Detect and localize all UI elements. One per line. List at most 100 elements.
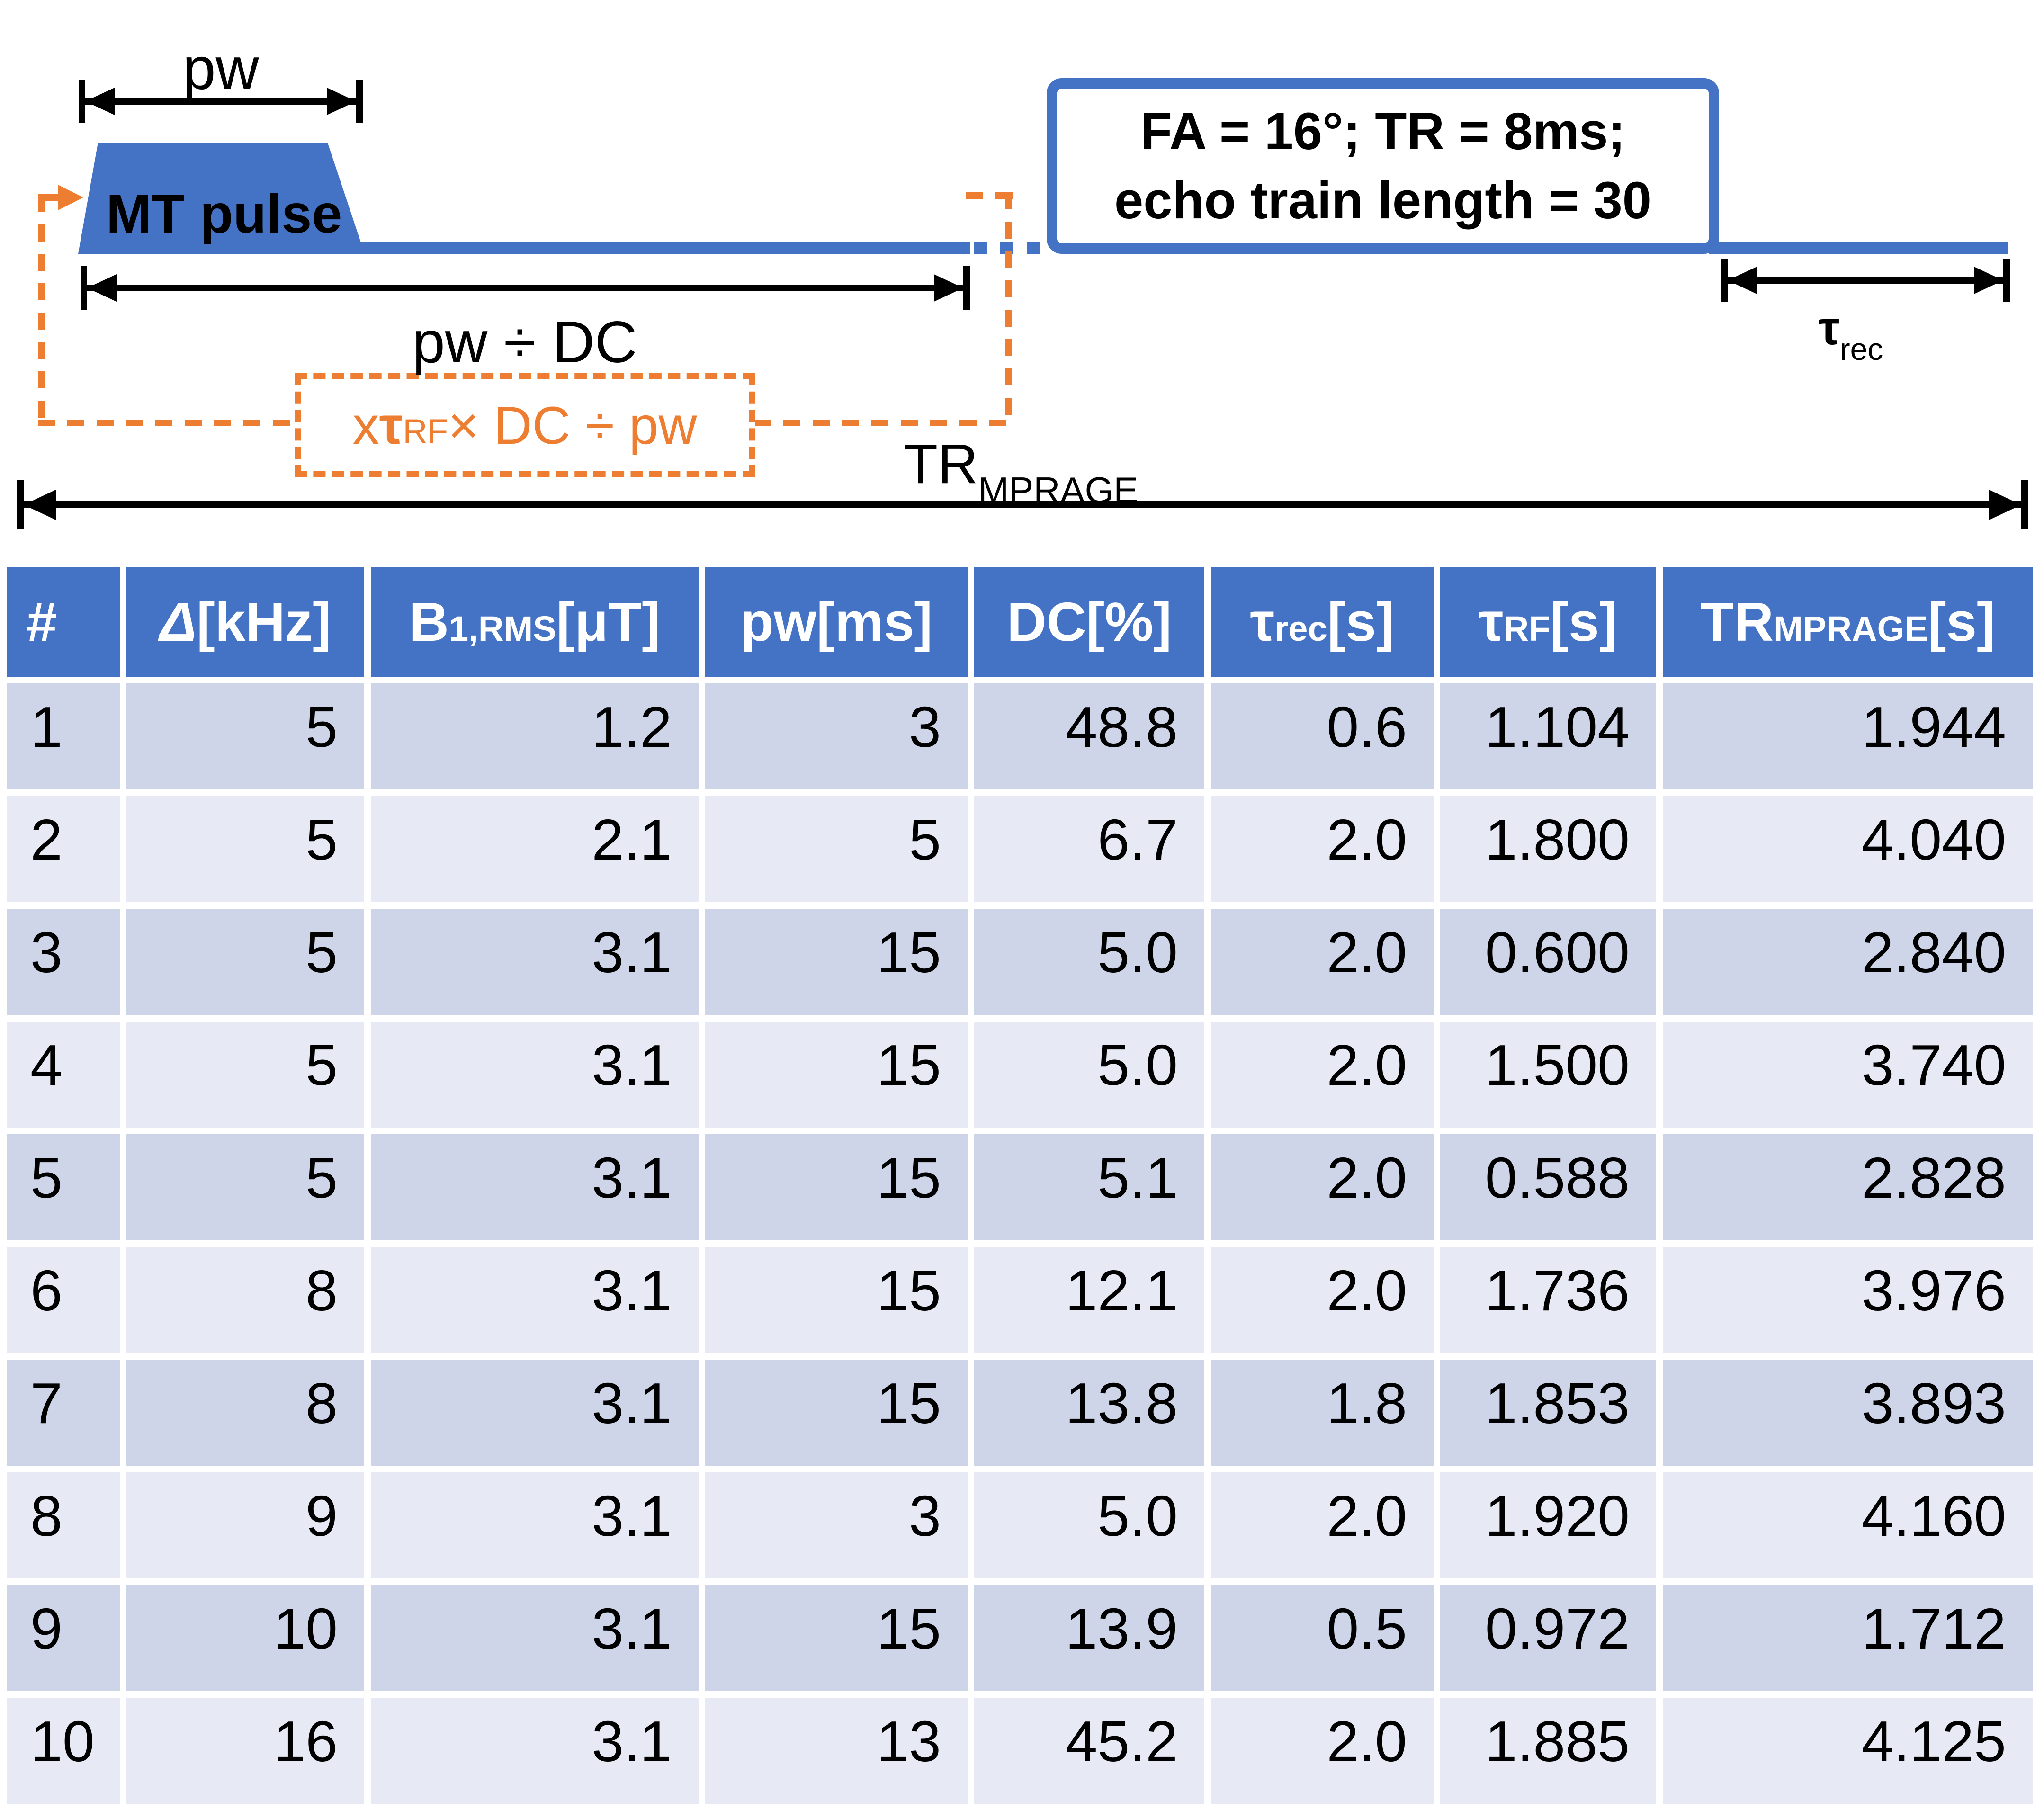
repetition-formula-box: x τ RF × DC ÷ pw (295, 373, 755, 477)
loop-dashed-line (966, 192, 1013, 199)
table-cell: 4 (7, 1022, 120, 1128)
table-cell: 5 (705, 796, 968, 902)
table-cell: 5.1 (974, 1134, 1204, 1240)
table-cell: 13.9 (974, 1585, 1204, 1691)
tau-rf-symbol: τ (379, 395, 403, 455)
table-cell: 3.1 (371, 1247, 699, 1353)
table-cell: 15 (705, 1360, 968, 1466)
signal-baseline (1709, 242, 2008, 254)
table-cell: 8 (126, 1247, 364, 1353)
table-cell: 4.160 (1663, 1472, 2033, 1578)
table-header-cell: pw [ms] (705, 567, 968, 677)
table-cell: 2.840 (1663, 909, 2033, 1015)
signal-baseline-dash (974, 242, 987, 254)
arrowhead-left-icon (85, 88, 115, 115)
table-cell: 2.828 (1663, 1134, 2033, 1240)
signal-baseline-dash (1027, 242, 1040, 254)
table-cell: 2.0 (1211, 909, 1434, 1015)
table-cell: 9 (126, 1472, 364, 1578)
dimension-line (1723, 277, 2008, 284)
table-cell: 3.1 (371, 1585, 699, 1691)
table-header-cell: TR MPRAGE [s] (1663, 567, 2033, 677)
dimension-line (82, 285, 968, 291)
table-cell: 1.885 (1440, 1698, 1656, 1804)
table-header-cell: τ RF [s] (1440, 567, 1656, 677)
pw-width-label: pw (182, 35, 259, 102)
table-cell: 3.1 (371, 1698, 699, 1804)
arrowhead-right-icon (327, 88, 356, 115)
table-cell: 0.6 (1211, 683, 1434, 789)
arrowhead-right-icon (1989, 490, 2021, 520)
table-cell: 0.600 (1440, 909, 1656, 1015)
table-cell: 13 (705, 1698, 968, 1804)
table-cell: 3.976 (1663, 1247, 2033, 1353)
table-cell: 45.2 (974, 1698, 1204, 1804)
table-header-cell: B 1,RMS [μT] (371, 567, 699, 677)
loop-dashed-line (38, 195, 45, 423)
table-cell: 10 (7, 1698, 120, 1804)
table-header-cell: # (7, 567, 120, 677)
arrowhead-left-icon (1728, 267, 1757, 294)
table-cell: 5.0 (974, 909, 1204, 1015)
pw-dimension-arrow (79, 80, 363, 123)
arrowhead-right-icon (934, 274, 963, 302)
table-cell: 3 (705, 1472, 968, 1578)
table-cell: 1.2 (371, 683, 699, 789)
table-cell: 1.944 (1663, 683, 2033, 789)
table-cell: 5.0 (974, 1472, 1204, 1578)
table-cell: 1.8 (1211, 1360, 1434, 1466)
table-cell: 7 (7, 1360, 120, 1466)
dimension-line (19, 501, 2026, 508)
pw-over-dc-dimension-arrow (81, 266, 970, 310)
table-cell: 16 (126, 1698, 364, 1804)
table-cell: 5 (7, 1134, 120, 1240)
table-cell: 0.5 (1211, 1585, 1434, 1691)
table-cell: 3 (7, 909, 120, 1015)
tau-rec-dimension-arrow (1721, 259, 2010, 302)
table-cell: 3.1 (371, 1022, 699, 1128)
table-cell: 15 (705, 1022, 968, 1128)
table-cell: 2.0 (1211, 1134, 1434, 1240)
table-cell: 3.1 (371, 909, 699, 1015)
table-header-cell: DC [%] (974, 567, 1204, 677)
table-cell: 3 (705, 683, 968, 789)
readout-parameters-box: FA = 16°; TR = 8ms; echo train length = … (1047, 78, 1719, 254)
table-cell: 2.0 (1211, 796, 1434, 902)
table-cell: 4.040 (1663, 796, 2033, 902)
table-cell: 5.0 (974, 1022, 1204, 1128)
table-cell: 3.893 (1663, 1360, 2033, 1466)
table-cell: 13.8 (974, 1360, 1204, 1466)
arrowhead-left-icon (87, 274, 117, 302)
table-cell: 1.736 (1440, 1247, 1656, 1353)
table-cell: 0.972 (1440, 1585, 1656, 1691)
loop-arrowhead-icon (58, 185, 83, 210)
table-cell: 6.7 (974, 796, 1204, 902)
table-cell: 1.500 (1440, 1022, 1656, 1128)
table-cell: 4.125 (1663, 1698, 2033, 1804)
formula-prefix: x (352, 395, 379, 455)
table-cell: 15 (705, 1247, 968, 1353)
loop-dashed-line (38, 420, 297, 426)
table-cell: 48.8 (974, 683, 1204, 789)
table-cell: 3.740 (1663, 1022, 2033, 1128)
table-cell: 2.0 (1211, 1698, 1434, 1804)
mt-pulse-shape (78, 143, 365, 254)
table-cell: 2.0 (1211, 1247, 1434, 1353)
table-cell: 2.1 (371, 796, 699, 902)
loop-dashed-line (1005, 192, 1012, 426)
table-cell: 2 (7, 796, 120, 902)
table-cell: 3.1 (371, 1134, 699, 1240)
table-cell: 5 (126, 796, 364, 902)
loop-dashed-line (754, 420, 1012, 426)
tr-mprage-dimension-arrow (17, 480, 2028, 529)
table-cell: 1.853 (1440, 1360, 1656, 1466)
arrowhead-left-icon (24, 490, 56, 520)
table-cell: 1.104 (1440, 683, 1656, 789)
table-cell: 12.1 (974, 1247, 1204, 1353)
readout-line1: FA = 16°; TR = 8ms; (1140, 102, 1626, 161)
parameter-table: # Δ [kHz] B 1,RMS [μT] pw [ms] DC [%] τ rec [s]… (7, 567, 2033, 1804)
table-cell: 1.800 (1440, 796, 1656, 902)
tr-mprage-main: TR (904, 433, 978, 495)
tau-rec-subscript: rec (1839, 331, 1883, 367)
